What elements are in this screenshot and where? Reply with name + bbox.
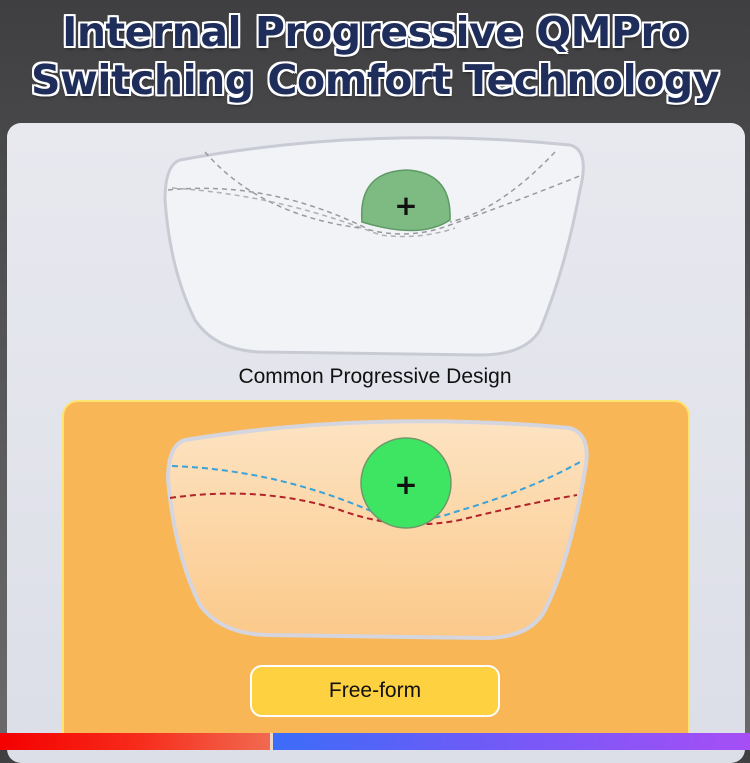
free-form-lens-illustration: + (165, 419, 589, 641)
vision-zone (360, 169, 451, 232)
center-mark: + (394, 468, 417, 501)
center-mark: + (394, 189, 417, 222)
dashed-curve (167, 174, 583, 235)
lens-outline (165, 419, 589, 641)
title-line-1: Internal Progressive QMPro (62, 8, 688, 56)
free-form-button[interactable]: Free-form (250, 665, 500, 717)
lens-outline (163, 136, 585, 357)
bottom-bar-red (0, 733, 270, 750)
common-lens-illustration: + (163, 136, 585, 357)
bottom-bar-divider (270, 733, 273, 750)
bottom-bar-blue (273, 733, 750, 750)
title-line-2: Switching Comfort Technology (31, 56, 719, 104)
vision-zone (360, 437, 452, 529)
common-design-label: Common Progressive Design (238, 365, 512, 388)
